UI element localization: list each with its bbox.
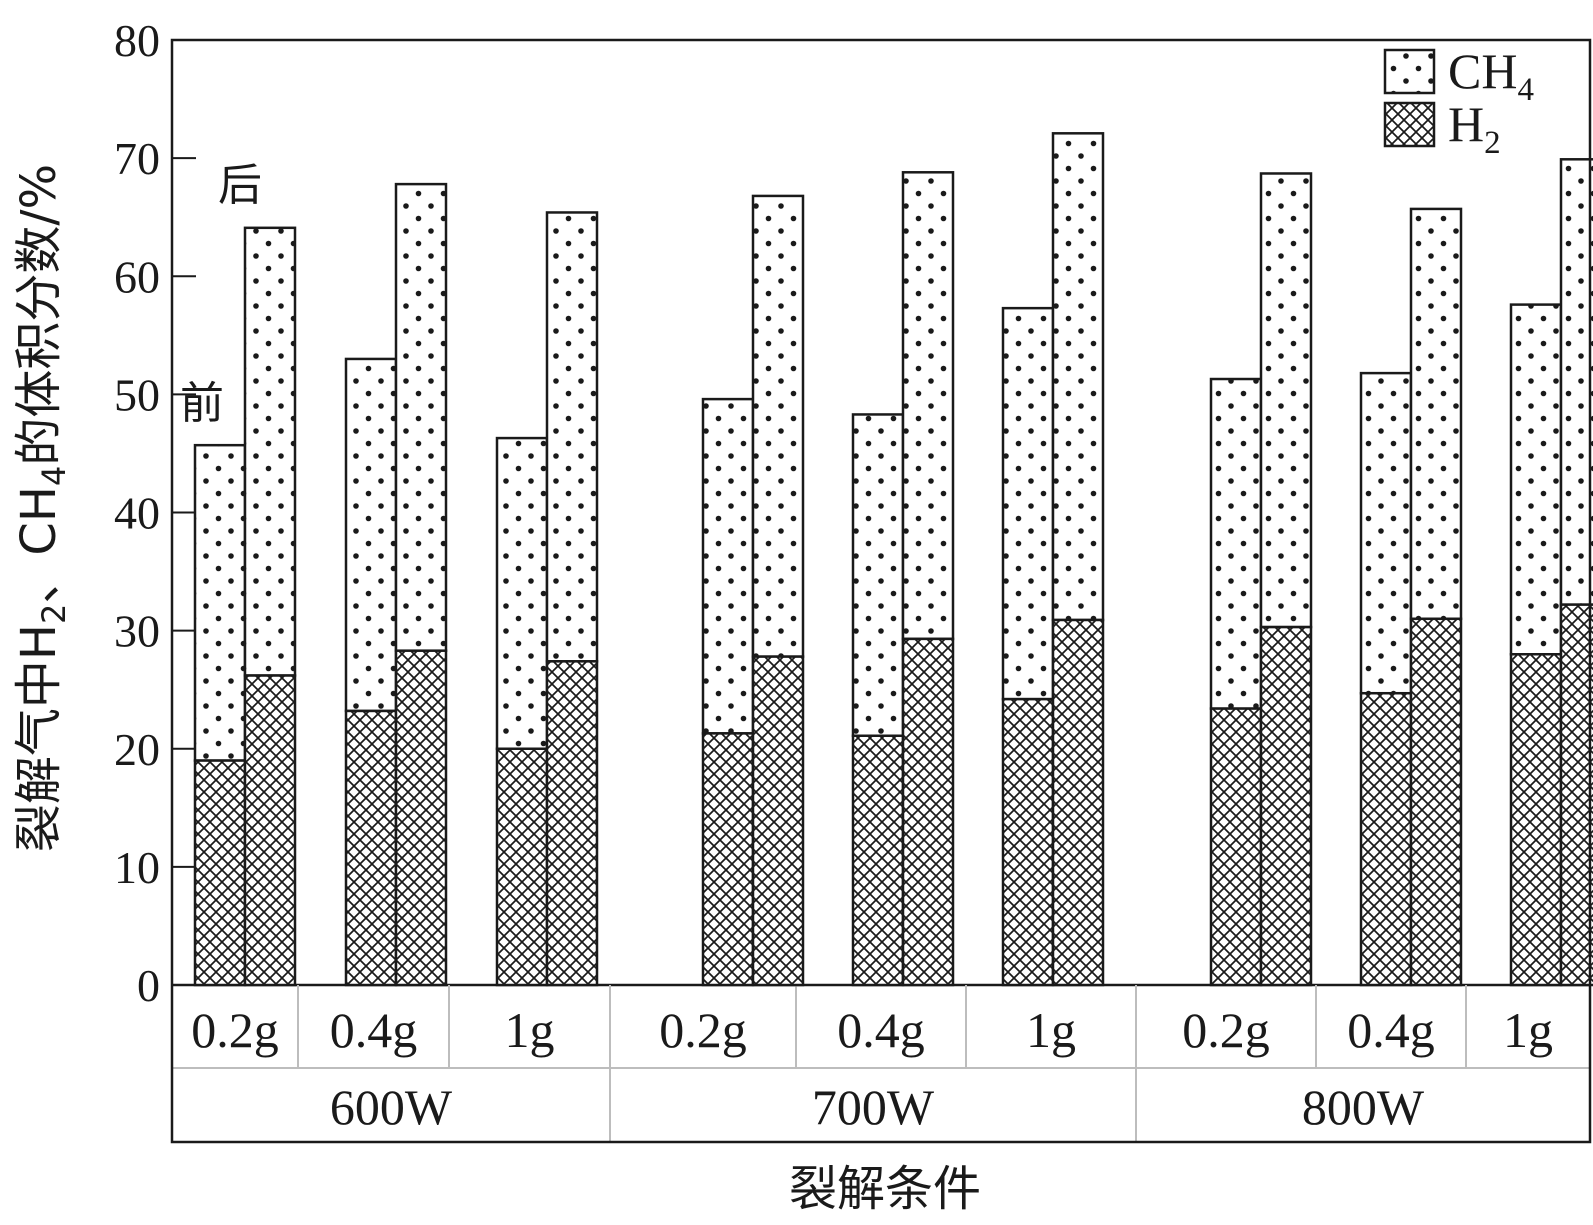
category-label-2: 1g [505, 1002, 555, 1058]
x-axis-title: 裂解条件 [789, 1161, 981, 1217]
group-label-600W: 600W [330, 1079, 453, 1135]
plot-frame [170, 38, 1592, 1144]
category-label-6: 0.2g [1182, 1002, 1270, 1058]
bar-ch4-after-6 [1259, 172, 1313, 629]
y-tick-label-0: 0 [137, 960, 160, 1011]
annotation-after: 后 [218, 160, 262, 211]
bar-ch4-before-4 [851, 413, 905, 738]
bar-ch4-before-5 [1001, 306, 1055, 701]
category-labels: 0.2g 0.4g 1g 0.2g 0.4g 1g 0.2g 0.4g 1g [191, 1002, 1553, 1058]
y-tick-label-40: 40 [114, 488, 160, 539]
category-label-4: 0.4g [837, 1002, 925, 1058]
y-tick-label-20: 20 [114, 724, 160, 775]
bar-ch4-before-1 [344, 357, 398, 713]
legend-swatch-h2 [1383, 101, 1436, 148]
bar-h2-after-8 [1559, 603, 1593, 987]
bar-h2-before-4 [851, 734, 905, 987]
bar-ch4-before-8 [1509, 303, 1563, 656]
group-label-700W: 700W [812, 1079, 935, 1135]
legend-label-h2: H2 [1448, 96, 1501, 161]
bar-ch4-after-1 [394, 182, 448, 652]
group-label-800W: 800W [1302, 1079, 1425, 1135]
category-label-1: 0.4g [330, 1002, 418, 1058]
bar-h2-before-0 [193, 759, 247, 987]
bar-ch4-after-8 [1559, 158, 1593, 606]
y-tick-label-50: 50 [114, 369, 160, 420]
category-label-5: 1g [1026, 1002, 1076, 1058]
bar-ch4-after-2 [545, 211, 599, 663]
bar-h2-before-8 [1509, 653, 1563, 987]
annotation-before: 前 [180, 378, 224, 429]
bar-ch4-before-0 [193, 443, 247, 762]
bar-h2-after-6 [1259, 625, 1313, 987]
bars [193, 132, 1593, 987]
y-axis: 0 10 20 30 40 50 60 70 80 [114, 15, 196, 1011]
y-tick-label-70: 70 [114, 133, 160, 184]
bar-h2-after-0 [243, 674, 297, 987]
bar-ch4-before-2 [495, 436, 549, 750]
bar-h2-after-1 [394, 649, 448, 987]
bar-h2-after-2 [545, 660, 599, 987]
category-label-3: 0.2g [659, 1002, 747, 1058]
bar-ch4-after-5 [1051, 132, 1105, 622]
bar-h2-after-7 [1409, 617, 1463, 987]
bar-h2-before-7 [1359, 691, 1413, 987]
bar-h2-before-3 [701, 732, 755, 987]
legend-swatch-ch4 [1383, 48, 1436, 95]
bar-h2-before-5 [1001, 697, 1055, 987]
category-label-0: 0.2g [191, 1002, 279, 1058]
bar-h2-before-1 [344, 709, 398, 987]
bar-h2-before-2 [495, 747, 549, 987]
y-axis-title: 裂解气中H2、CH4的体积分数/% [11, 164, 73, 852]
category-label-8: 1g [1503, 1002, 1553, 1058]
legend: CH4 H2 [1383, 43, 1534, 161]
y-tick-label-60: 60 [114, 251, 160, 302]
category-label-7: 0.4g [1347, 1002, 1435, 1058]
bar-h2-before-6 [1209, 707, 1263, 987]
legend-label-ch4: CH4 [1448, 43, 1534, 108]
bar-ch4-after-7 [1409, 207, 1463, 621]
y-tick-label-30: 30 [114, 606, 160, 657]
group-labels: 600W 700W 800W [330, 1079, 1425, 1135]
bar-ch4-before-6 [1209, 377, 1263, 710]
bar-ch4-before-7 [1359, 371, 1413, 695]
bar-ch4-after-0 [243, 226, 297, 677]
bar-h2-after-3 [751, 655, 805, 987]
y-tick-label-10: 10 [114, 842, 160, 893]
y-tick-label-80: 80 [114, 15, 160, 66]
bar-h2-after-4 [901, 637, 955, 987]
bar-ch4-before-3 [701, 397, 755, 735]
bar-ch4-after-4 [901, 171, 955, 641]
bar-ch4-after-3 [751, 194, 805, 658]
bar-h2-after-5 [1051, 618, 1105, 987]
